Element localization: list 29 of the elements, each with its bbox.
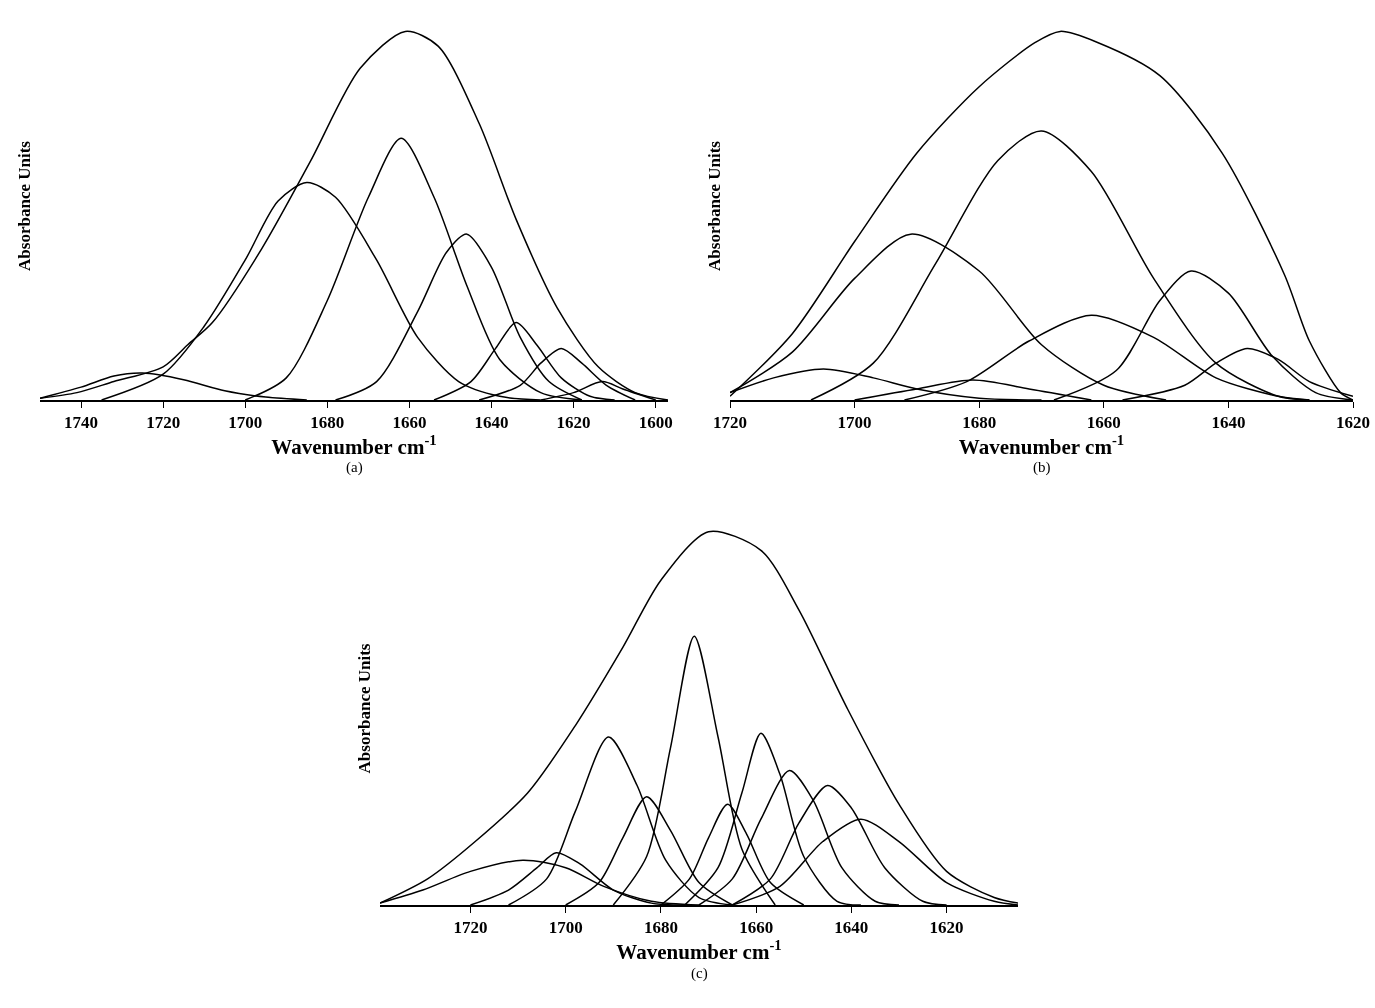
- x-tick-label: 1720: [146, 413, 181, 433]
- x-tick-label: 1620: [1336, 413, 1370, 433]
- y-axis-title: Absorbance Units: [14, 140, 34, 271]
- x-tick-label: 1660: [392, 413, 427, 433]
- x-tick-label: 1700: [228, 413, 263, 433]
- text: (c): [691, 965, 708, 982]
- x-tick-label: 1700: [837, 413, 872, 433]
- x-tick-label: 1740: [64, 413, 99, 433]
- y-axis-title: Absorbance Units: [704, 140, 724, 271]
- x-axis-title: Wavenumber cm$^{-1}$: [616, 937, 782, 965]
- x-tick-label: 1700: [548, 918, 583, 938]
- x-tick-label: 1680: [962, 413, 997, 433]
- x-axis-title: Wavenumber cm$^{-1}$: [958, 432, 1125, 460]
- text: (b): [1033, 459, 1051, 476]
- x-tick-label: 1680: [310, 413, 345, 433]
- x-tick-label: 1660: [1086, 413, 1121, 433]
- x-tick-label: 1600: [638, 413, 673, 433]
- x-tick-label: 1640: [1211, 413, 1246, 433]
- x-tick-label: 1640: [834, 918, 869, 938]
- x-axis-title: Wavenumber cm$^{-1}$: [271, 432, 437, 460]
- x-tick-label: 1640: [474, 413, 509, 433]
- x-tick-label: 1720: [453, 918, 488, 938]
- y-axis-title: Absorbance Units: [354, 643, 374, 774]
- x-tick-label: 1720: [713, 413, 747, 433]
- x-tick-label: 1660: [739, 918, 774, 938]
- x-tick-label: 1680: [643, 918, 678, 938]
- text: (a): [346, 459, 363, 476]
- x-tick-label: 1620: [929, 918, 964, 938]
- x-tick-label: 1620: [556, 413, 591, 433]
